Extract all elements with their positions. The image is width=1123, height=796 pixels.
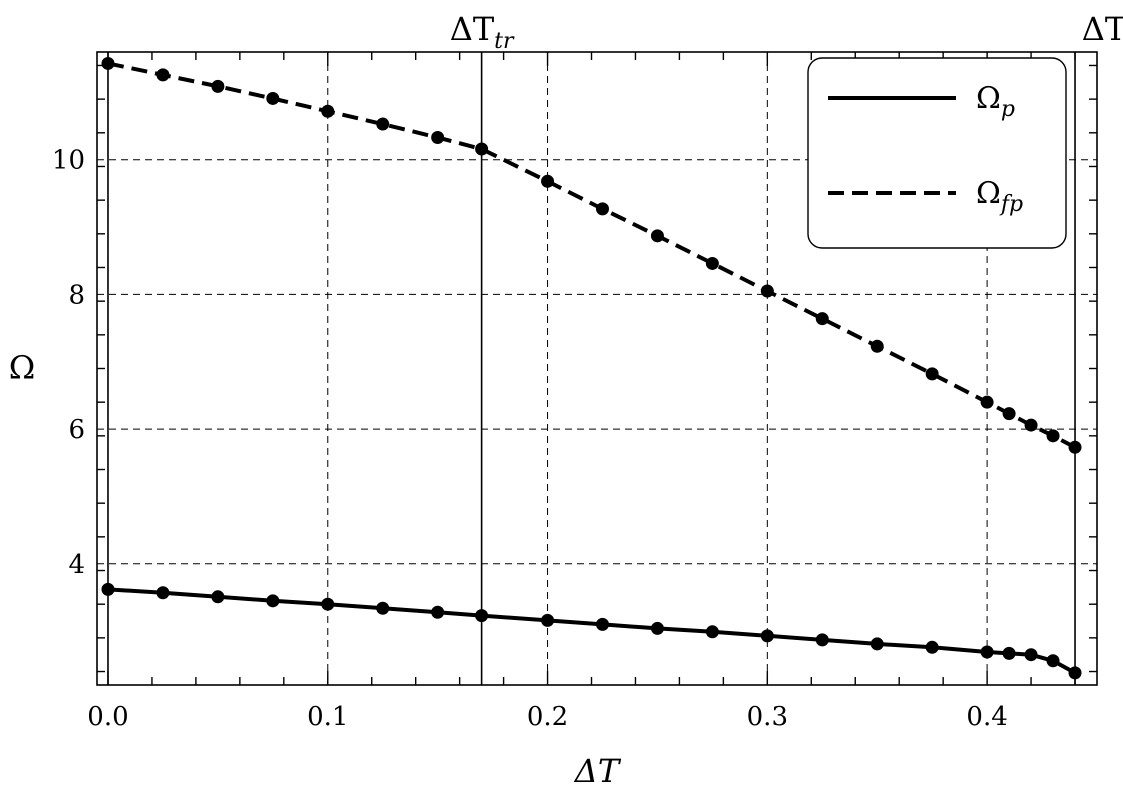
data-point xyxy=(266,594,280,608)
series-line xyxy=(107,587,1076,675)
data-point xyxy=(980,645,994,659)
reference-line-label: ΔTp xyxy=(1082,10,1123,54)
data-point xyxy=(1024,418,1038,432)
data-point xyxy=(1068,666,1082,680)
data-point xyxy=(431,131,445,145)
data-point xyxy=(870,339,884,353)
data-point xyxy=(760,629,774,643)
data-point xyxy=(815,633,829,647)
data-point xyxy=(650,621,664,635)
data-point xyxy=(1046,429,1060,443)
data-point xyxy=(541,613,555,627)
series xyxy=(101,56,1082,680)
data-point xyxy=(541,174,555,188)
data-point xyxy=(156,68,170,82)
data-point xyxy=(595,617,609,631)
x-tick-label: 0.3 xyxy=(747,702,788,732)
data-point xyxy=(211,590,225,604)
reference-line-label: ΔTtr xyxy=(450,10,515,54)
data-point xyxy=(266,91,280,105)
data-point xyxy=(475,609,489,623)
y-tick-label: 10 xyxy=(52,146,85,176)
data-point xyxy=(321,104,335,118)
legend-box xyxy=(807,57,1067,249)
x-axis-label: ΔT xyxy=(573,752,622,790)
legend-label: Ωfp xyxy=(976,176,1023,217)
data-point xyxy=(870,637,884,651)
data-point xyxy=(925,367,939,381)
y-tick-label: 6 xyxy=(68,415,85,445)
data-point xyxy=(475,142,489,156)
data-point xyxy=(925,640,939,654)
reference-lines: ΔTtr ΔTp xyxy=(107,10,1123,685)
data-point xyxy=(650,229,664,243)
ticks xyxy=(97,52,1097,685)
tick-labels: 0.0 0.1 0.2 0.3 0.4 4 6 8 10 xyxy=(52,146,1008,732)
data-point xyxy=(431,605,445,619)
x-tick-label: 0.0 xyxy=(87,702,128,732)
y-tick-label: 8 xyxy=(68,280,85,310)
data-point xyxy=(595,202,609,216)
data-point xyxy=(980,395,994,409)
data-point xyxy=(815,312,829,326)
data-point xyxy=(760,284,774,298)
data-point xyxy=(705,256,719,270)
x-tick-label: 0.2 xyxy=(527,702,568,732)
data-point xyxy=(1002,646,1016,660)
data-point xyxy=(376,601,390,615)
data-point xyxy=(1002,407,1016,421)
x-tick-label: 0.1 xyxy=(307,702,348,732)
y-axis-label: Ω xyxy=(9,349,36,387)
data-point xyxy=(1024,648,1038,662)
data-point xyxy=(156,586,170,600)
data-point xyxy=(321,597,335,611)
data-point xyxy=(376,117,390,131)
data-point xyxy=(101,582,115,596)
x-tick-label: 0.4 xyxy=(966,702,1007,732)
data-point xyxy=(211,79,225,93)
legend-label: Ωp xyxy=(976,81,1015,122)
data-point xyxy=(1068,440,1082,454)
data-point xyxy=(705,625,719,639)
data-point xyxy=(1046,654,1060,668)
legend: Ωp Ωfp xyxy=(807,57,1067,249)
y-tick-label: 4 xyxy=(68,550,85,580)
